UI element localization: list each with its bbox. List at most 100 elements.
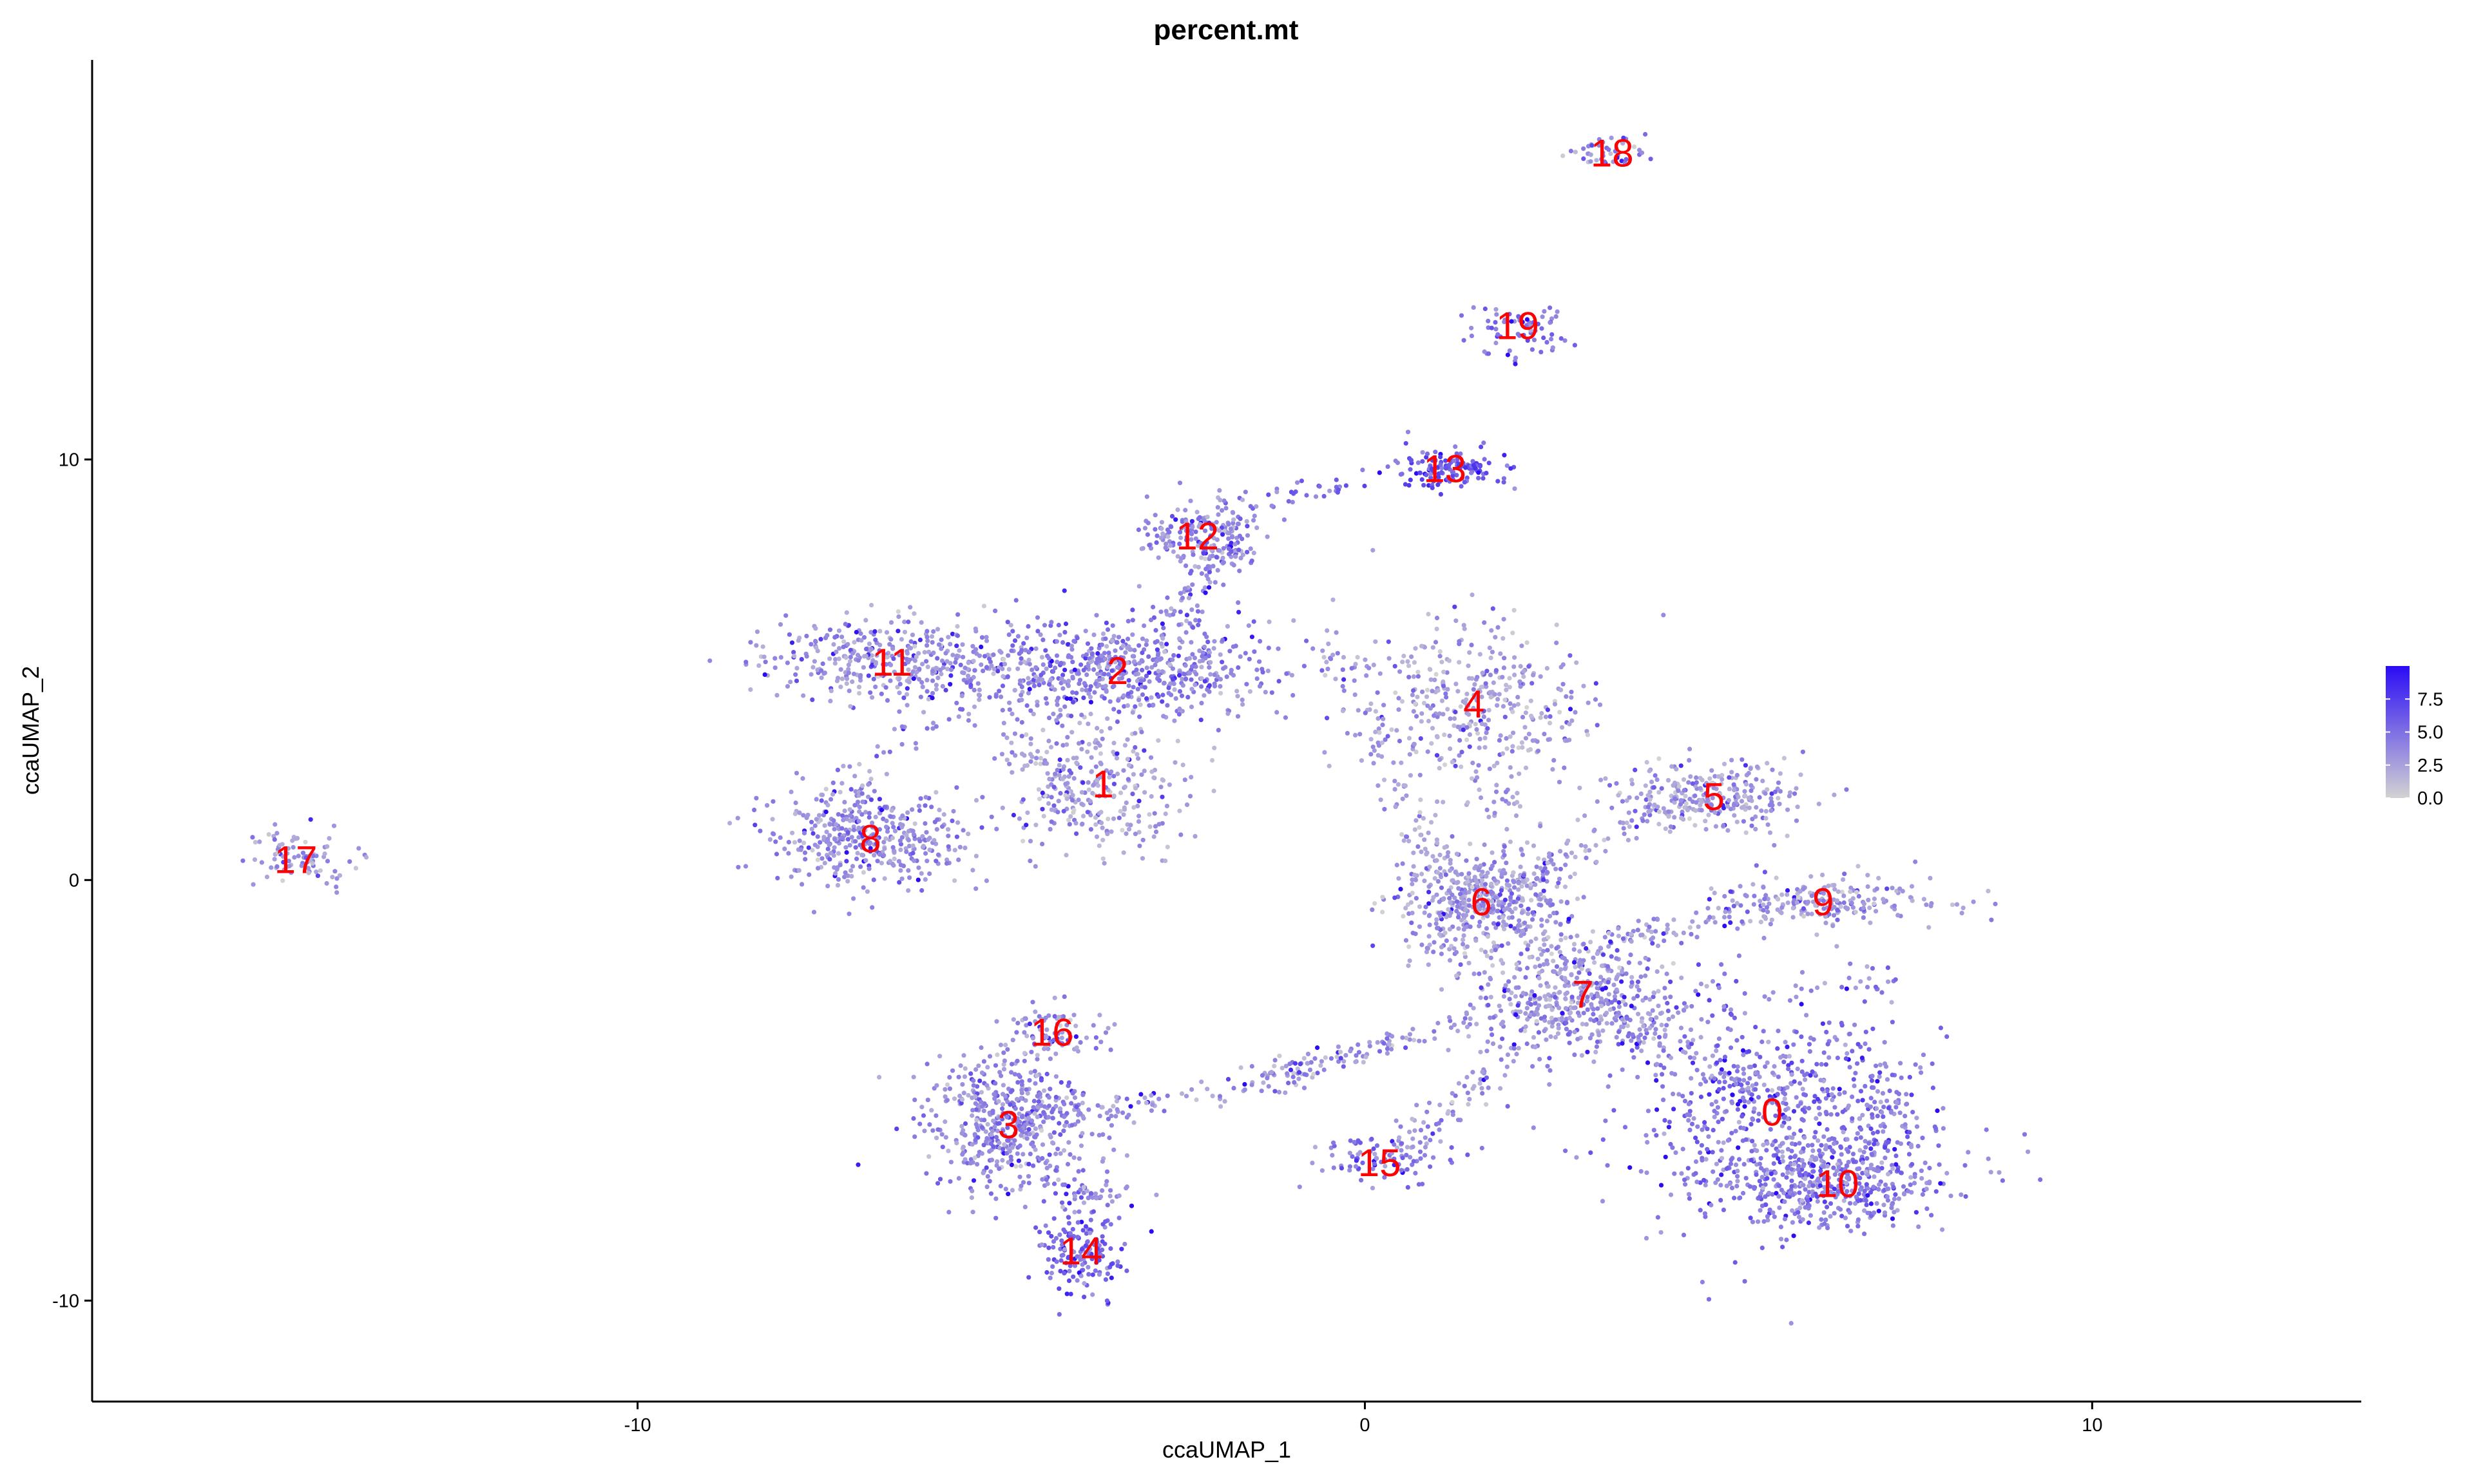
cell-point xyxy=(1861,1150,1866,1155)
cell-point xyxy=(1434,892,1439,897)
cell-point xyxy=(1688,1027,1694,1032)
cell-point xyxy=(1649,779,1654,785)
cell-point xyxy=(1620,969,1625,975)
cell-point xyxy=(899,742,905,747)
cell-point xyxy=(1157,678,1162,683)
cell-point xyxy=(1873,984,1879,989)
cell-point xyxy=(1343,1052,1348,1058)
cell-point xyxy=(1654,1133,1659,1138)
cell-point xyxy=(1121,850,1126,855)
cell-point xyxy=(1815,1096,1820,1102)
cell-point xyxy=(1024,732,1029,737)
cell-point xyxy=(1741,819,1746,824)
cell-point xyxy=(1055,702,1060,707)
cell-point xyxy=(1136,799,1142,804)
cell-point xyxy=(1733,1162,1739,1167)
cell-point xyxy=(943,1135,948,1140)
cell-point xyxy=(1447,958,1453,963)
cell-point xyxy=(1539,350,1544,355)
cell-point xyxy=(1614,956,1619,961)
cell-point xyxy=(1752,1063,1758,1069)
cell-point xyxy=(1341,1059,1347,1064)
cell-point xyxy=(1001,1067,1007,1072)
cell-point xyxy=(1406,839,1412,844)
cell-point xyxy=(1729,1007,1734,1013)
cell-point xyxy=(1417,924,1422,929)
cell-point xyxy=(1080,687,1085,692)
cell-point xyxy=(926,1154,932,1159)
cell-point xyxy=(1852,1022,1857,1027)
cell-point xyxy=(930,720,936,726)
cell-point xyxy=(1202,644,1207,649)
cell-point xyxy=(1016,1072,1021,1078)
cell-point xyxy=(1430,1131,1435,1136)
cell-point xyxy=(1679,940,1684,946)
cell-point xyxy=(1005,1125,1010,1130)
cell-point xyxy=(1834,944,1839,949)
cell-point xyxy=(1125,737,1130,742)
cell-point xyxy=(1498,1008,1504,1013)
cell-point xyxy=(1434,672,1439,677)
cell-point xyxy=(1161,714,1166,719)
cell-point xyxy=(1403,1045,1408,1051)
cell-point xyxy=(1720,1116,1725,1121)
cell-point xyxy=(952,848,957,853)
cell-point xyxy=(1335,651,1340,656)
cell-point xyxy=(1645,1060,1651,1065)
cell-point xyxy=(991,671,996,676)
cell-point xyxy=(1653,1072,1658,1078)
cell-point xyxy=(1251,619,1256,624)
cell-point xyxy=(1048,1056,1053,1061)
cell-point xyxy=(1714,1060,1720,1065)
cell-point xyxy=(1340,709,1346,714)
cell-point xyxy=(872,788,877,794)
cell-point xyxy=(1591,955,1596,960)
cell-point xyxy=(1040,662,1046,667)
cell-point xyxy=(1499,888,1504,893)
cell-point xyxy=(950,1068,955,1073)
cell-point xyxy=(1785,807,1790,812)
cell-point xyxy=(1907,1130,1912,1135)
cell-point xyxy=(1668,824,1673,830)
cell-point xyxy=(1140,650,1145,656)
cell-point xyxy=(1321,1067,1327,1072)
cell-point xyxy=(1778,1055,1783,1060)
cell-point xyxy=(1022,660,1027,665)
cell-point xyxy=(1081,695,1086,700)
cell-point xyxy=(1321,654,1327,660)
cell-point xyxy=(1776,1086,1781,1091)
cell-point xyxy=(1408,773,1413,778)
cell-point xyxy=(1048,623,1053,628)
cell-point xyxy=(1858,979,1863,984)
cell-point xyxy=(1458,962,1463,967)
cell-point xyxy=(1653,1031,1658,1036)
cell-point xyxy=(1694,935,1700,940)
cell-point xyxy=(1630,1032,1635,1037)
cell-point xyxy=(1709,768,1714,773)
cell-point xyxy=(1269,1070,1274,1075)
cell-point xyxy=(1529,714,1534,719)
cell-point xyxy=(1122,785,1127,790)
cell-point xyxy=(1562,966,1568,971)
cell-point xyxy=(1545,707,1550,712)
cell-point xyxy=(1100,825,1105,830)
cell-point xyxy=(1124,831,1129,836)
cell-point xyxy=(1461,1020,1466,1025)
cell-point xyxy=(1372,1152,1377,1157)
cell-point xyxy=(985,1122,990,1127)
cell-point xyxy=(1568,653,1573,658)
cell-point xyxy=(1643,783,1648,788)
cell-point xyxy=(1641,1023,1646,1029)
cell-point xyxy=(1356,1050,1362,1055)
cell-point xyxy=(1184,618,1189,623)
cell-point xyxy=(1562,338,1568,343)
cell-point xyxy=(1156,1096,1162,1101)
cell-point xyxy=(1208,672,1213,677)
cell-point xyxy=(1376,726,1381,731)
cell-point xyxy=(1447,927,1452,932)
cell-point xyxy=(1492,810,1497,815)
cell-point xyxy=(1418,832,1423,837)
cell-point xyxy=(1354,1053,1359,1058)
cell-point xyxy=(1060,723,1065,728)
cell-point xyxy=(758,828,763,833)
